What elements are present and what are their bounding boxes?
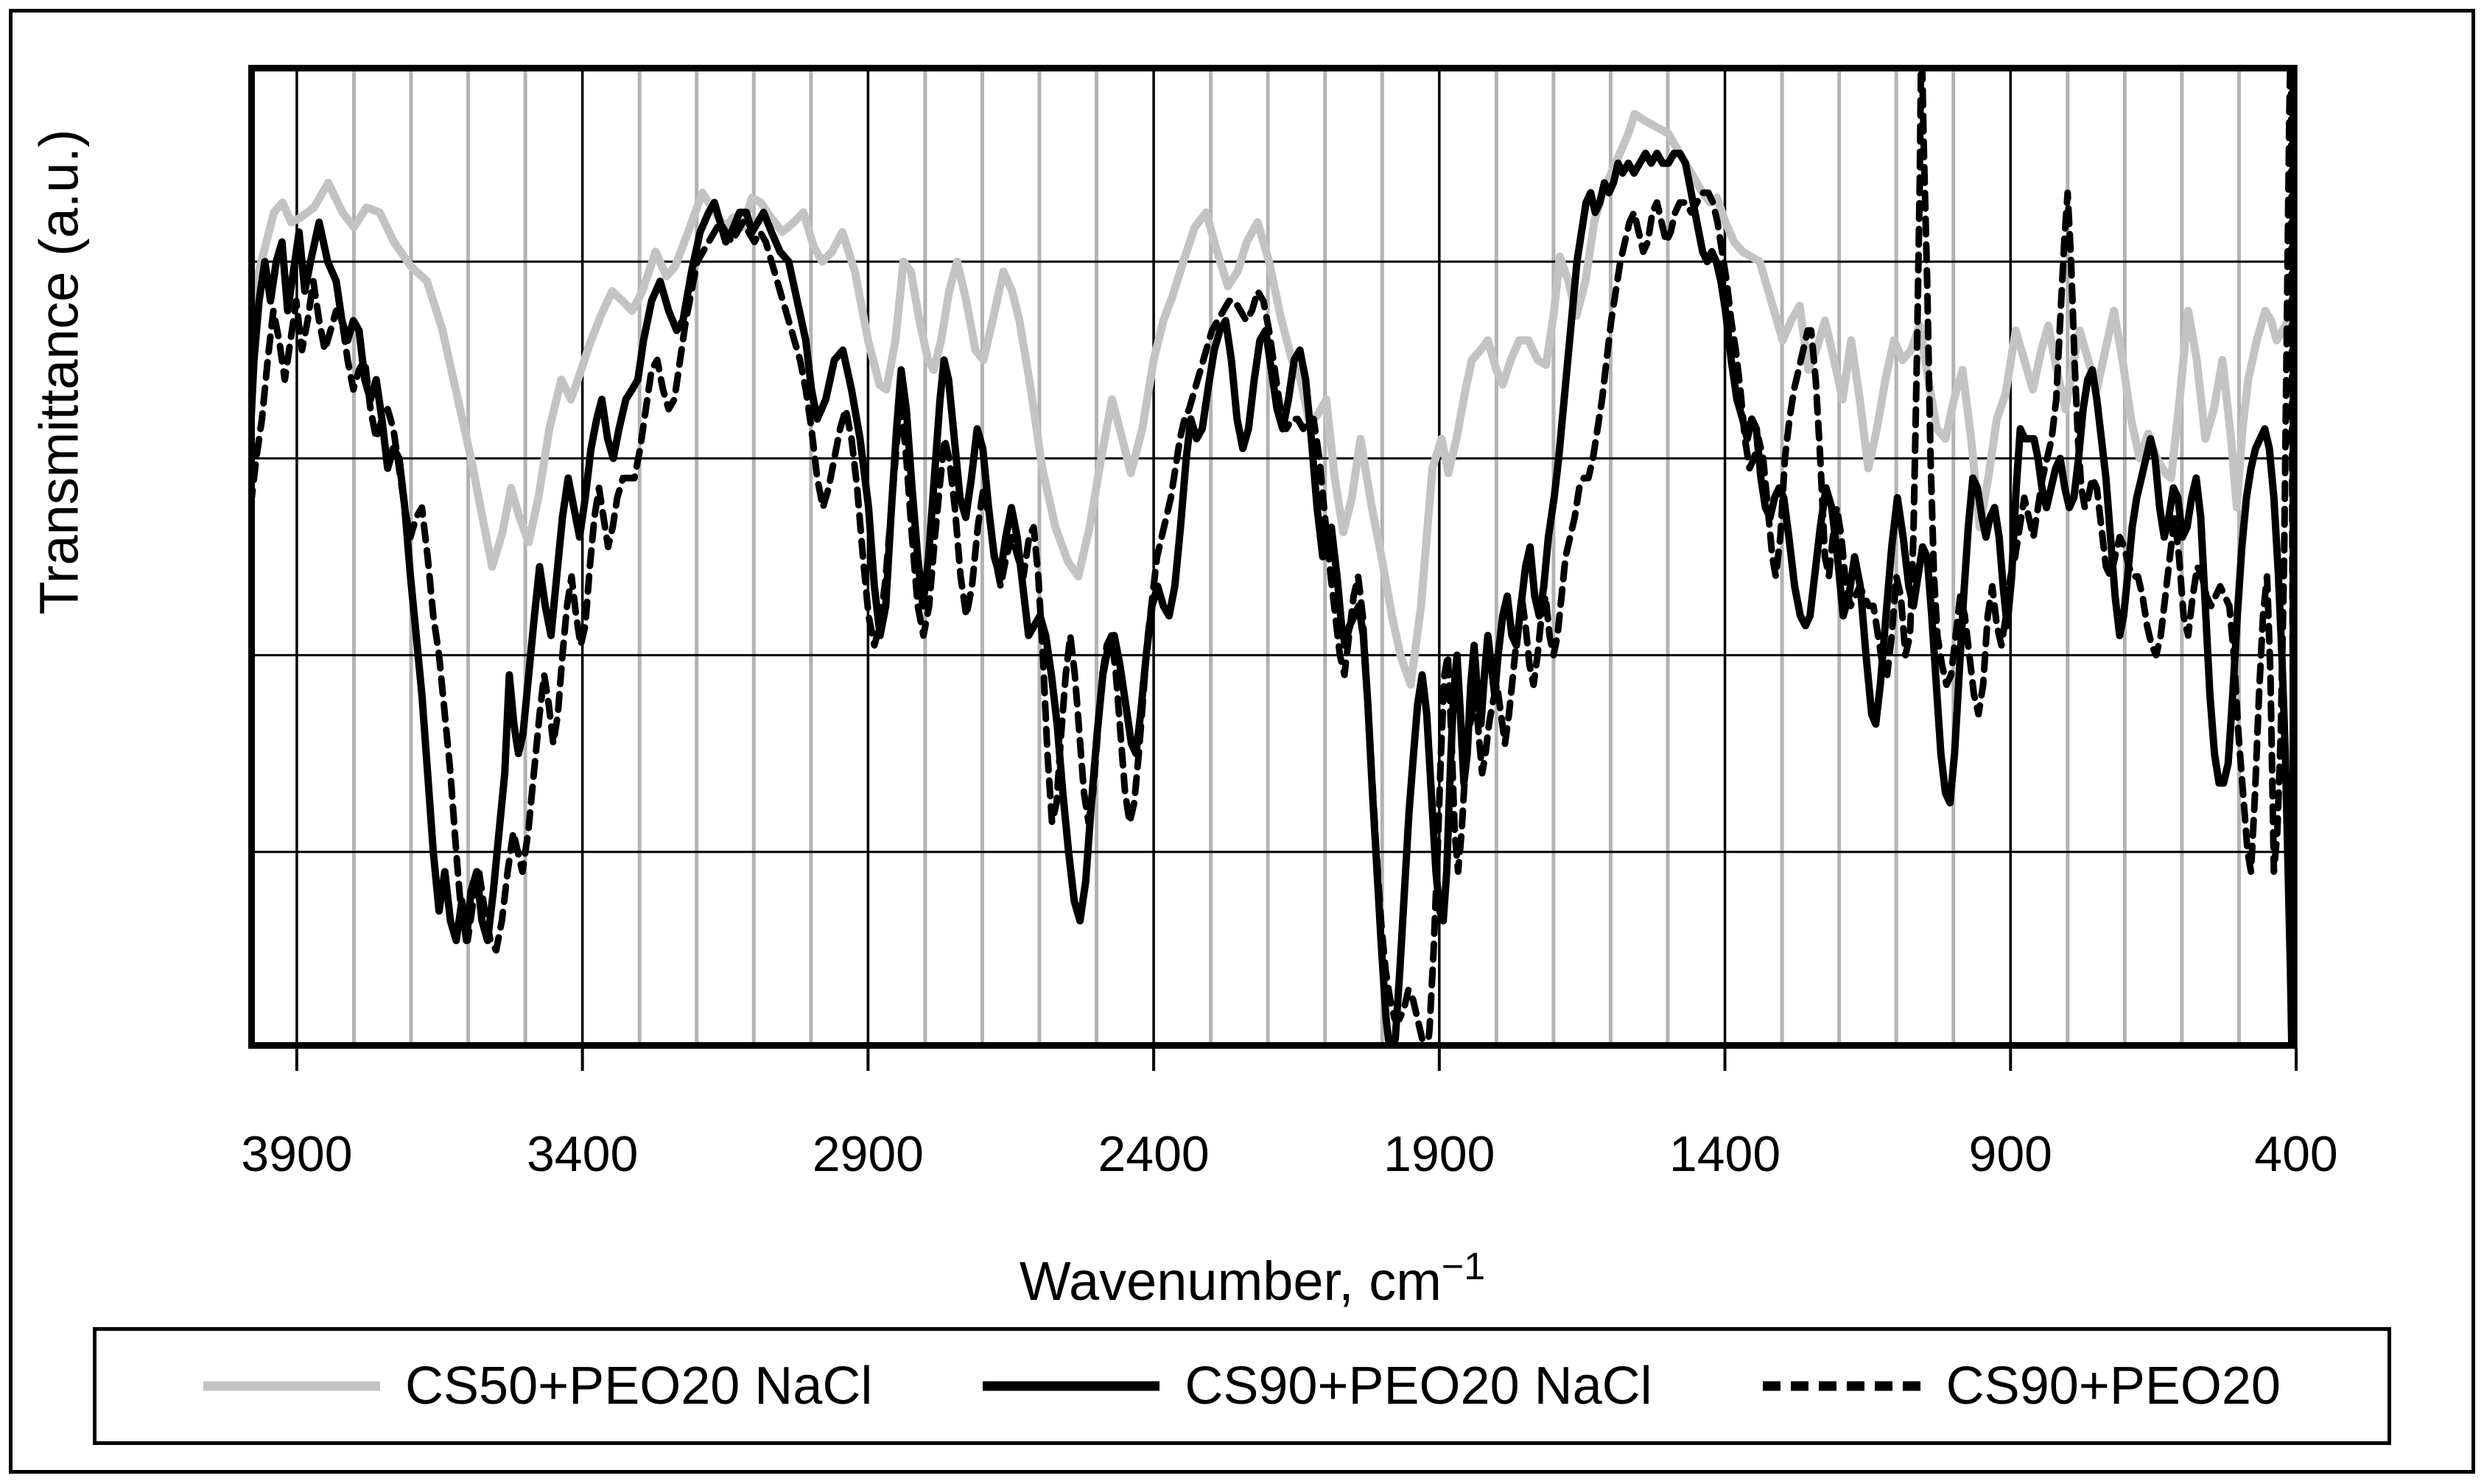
- y-axis-title: Transmittance (a.u.): [28, 129, 90, 615]
- x-axis-title-text: Wavenumber, cm: [1019, 1251, 1442, 1312]
- gray-solid-line-swatch: [203, 1381, 381, 1391]
- legend-label: CS50+PEO20 NaCl: [405, 1357, 873, 1416]
- x-tick-label: 900: [1968, 1126, 2052, 1182]
- black-solid-line-swatch: [983, 1381, 1160, 1391]
- plot-border: [248, 65, 2296, 1049]
- x-tick-label: 2900: [812, 1126, 924, 1182]
- legend-label: CS90+PEO20 NaCl: [1185, 1357, 1652, 1416]
- x-axis-title: Wavenumber, cm−1: [1020, 1245, 1485, 1312]
- spectra-plot: [248, 65, 2298, 1071]
- series-curve-1: [248, 150, 2296, 1049]
- series-curve-2: [248, 65, 2296, 1049]
- x-tick-label: 3900: [241, 1126, 353, 1182]
- x-tick-label: 3400: [526, 1126, 639, 1182]
- figure-border: [9, 9, 2475, 1474]
- x-tick-label: 1900: [1383, 1126, 1495, 1182]
- legend-item-cs50-peo20-nacl: CS50+PEO20 NaCl: [203, 1356, 872, 1416]
- series-curve-0: [248, 110, 2296, 689]
- black-dashed-line-swatch: [1762, 1381, 1921, 1391]
- x-tick-label: 400: [2254, 1126, 2338, 1182]
- x-tick-label: 1400: [1669, 1126, 1781, 1182]
- legend-item-cs90-peo20-nacl: CS90+PEO20 NaCl: [983, 1356, 1652, 1416]
- legend-item-cs90-peo20: CS90+PEO20: [1762, 1356, 2281, 1416]
- x-tick-label: 2400: [1098, 1126, 1210, 1182]
- legend-label: CS90+PEO20: [1946, 1357, 2281, 1416]
- x-axis-title-exponent: −1: [1441, 1245, 1486, 1288]
- legend: CS50+PEO20 NaCl CS90+PEO20 NaCl CS90+PEO…: [93, 1327, 2391, 1445]
